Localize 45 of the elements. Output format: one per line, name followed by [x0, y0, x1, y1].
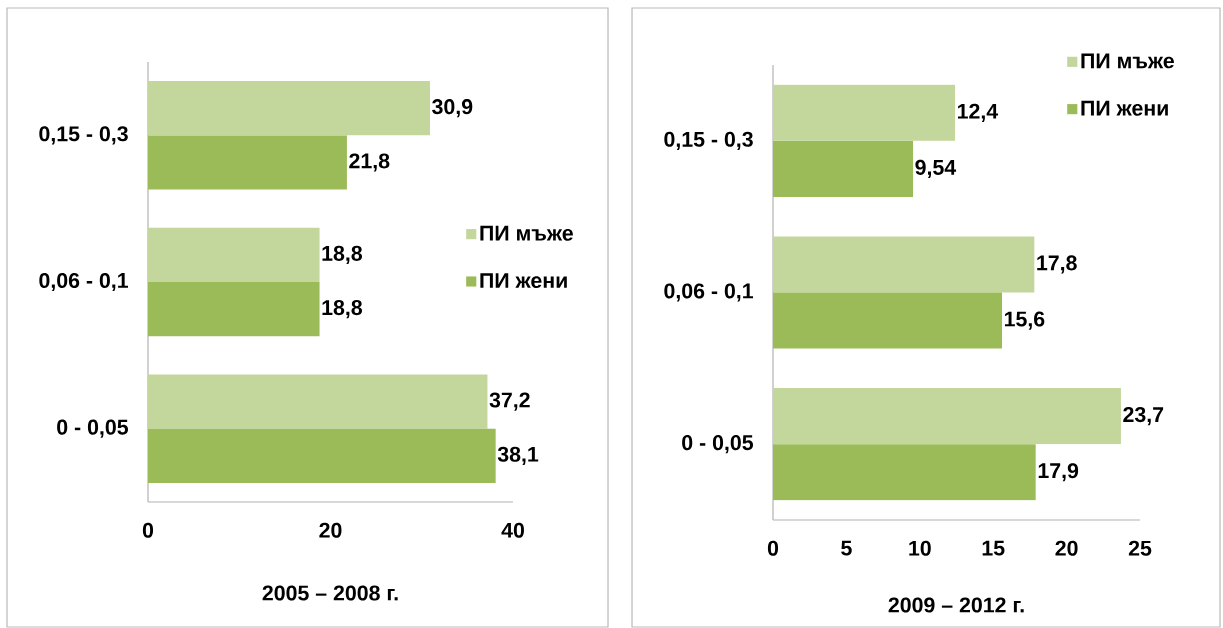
bar [148, 374, 488, 429]
bar [773, 140, 914, 197]
y-tick-label: 0,15 - 0,3 [39, 126, 128, 145]
y-tick-label: 0,06 - 0,1 [39, 272, 129, 292]
bar [148, 282, 320, 337]
x-tick-label: 5 [841, 540, 852, 556]
x-tick-label: 25 [1128, 540, 1152, 556]
data-label: 38,1 [497, 446, 539, 465]
data-label: 9,54 [915, 159, 957, 178]
data-label: 18,8 [322, 245, 363, 264]
legend-label: ПИ жени [480, 273, 567, 289]
y-tick-label: 0 - 0,05 [682, 435, 754, 454]
x-axis-title: 2005 – 2008 г. [262, 585, 398, 601]
x-tick-label: 15 [982, 540, 1005, 556]
data-label: 23,7 [1123, 407, 1164, 426]
legend-label: ПИ жени [1081, 100, 1168, 116]
legend-label: ПИ мъже [480, 225, 573, 241]
data-label: 21,8 [349, 153, 390, 172]
data-label: 15,6 [1004, 311, 1045, 330]
x-tick-label: 20 [319, 522, 342, 538]
x-tick-label: 10 [909, 540, 931, 556]
legend-label: ПИ мъже [1081, 53, 1174, 69]
data-label: 12,4 [957, 103, 999, 122]
bar [148, 227, 320, 283]
data-label: 37,2 [489, 392, 530, 411]
y-tick-label: 0,15 - 0,3 [664, 131, 753, 150]
data-label: 17,8 [1037, 255, 1077, 274]
y-tick-label: 0,06 - 0,1 [664, 283, 754, 302]
data-label: 18,8 [322, 300, 363, 319]
data-label: 30,9 [432, 99, 473, 118]
bar [148, 135, 347, 190]
data-label: 17,9 [1038, 463, 1079, 482]
bar [148, 428, 496, 483]
x-tick-label: 40 [501, 522, 524, 538]
y-tick-label: 0 - 0,05 [57, 419, 129, 438]
bar [773, 236, 1035, 293]
x-axis-title: 2009 – 2012 г. [888, 597, 1024, 613]
x-tick-label: 0 [142, 522, 154, 538]
bar [773, 84, 956, 141]
bar [773, 444, 1036, 501]
x-tick-label: 20 [1055, 540, 1078, 556]
x-tick-label: 0 [767, 540, 779, 556]
bar [148, 81, 430, 136]
bar [773, 388, 1121, 445]
bar [773, 292, 1003, 349]
